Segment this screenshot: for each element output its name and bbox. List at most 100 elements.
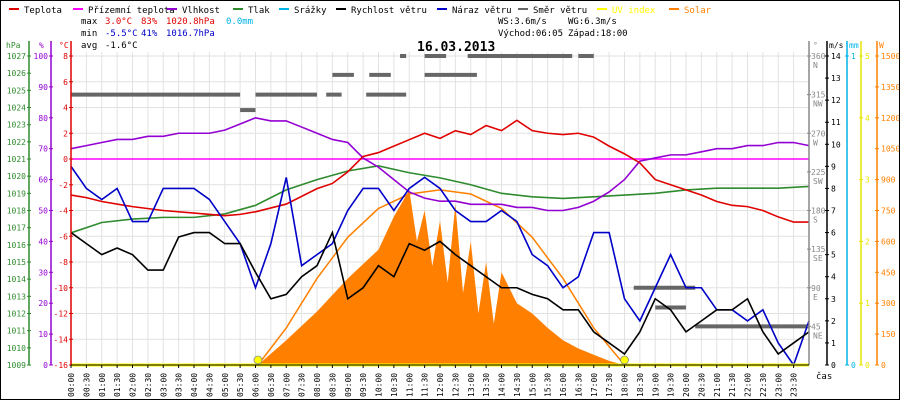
x-tick-label: 15:00 [528, 373, 537, 397]
solar-max-line [257, 189, 626, 366]
pressure-axis-tick-label: 1016 [7, 241, 26, 250]
wind-axis-tick-label: 7 [831, 207, 836, 216]
temperature-axis-tick-label: -4 [58, 207, 68, 216]
wind-direction-series [71, 54, 809, 329]
stats-max-label: max [81, 17, 98, 27]
solar-series [257, 189, 626, 366]
wind-axis-tick-label: 2 [831, 317, 836, 326]
legend-label: Náraz větru [452, 6, 512, 16]
wind-axis-tick-label: 9 [831, 162, 836, 171]
wind-axis-tick-label: 0 [831, 361, 836, 370]
humidity-axis-tick-label: 60 [38, 176, 48, 185]
direction-axis-dir-label: S [813, 216, 818, 225]
humidity-axis-tick-label: 10 [38, 330, 48, 339]
temperature-axis-unit: °C [59, 41, 69, 50]
temperature-axis-tick-label: 4 [63, 104, 68, 113]
rain-axis-tick-label: 0 [851, 361, 856, 370]
humidity-axis-tick-label: 40 [38, 237, 48, 246]
solar-axis-tick-label: 600 [881, 237, 896, 246]
direction-axis-unit: ° [813, 41, 818, 50]
humidity-axis-unit: % [39, 41, 44, 50]
x-tick-label: 02:30 [144, 373, 153, 397]
x-tick-label: 16:00 [559, 373, 568, 397]
x-tick-label: 09:00 [344, 373, 353, 397]
x-tick-label: 14:00 [498, 373, 507, 397]
x-tick-label: 09:30 [359, 373, 368, 397]
stats-block: max 3.0°C 83% 1020.8hPa 0.0mm min -5.5°C… [81, 17, 628, 51]
direction-axis-tick-label: 270 [811, 129, 826, 138]
x-tick-label: 05:00 [221, 373, 230, 397]
temperature-axis-tick-label: -6 [58, 232, 68, 241]
chart-title: 16.03.2013 [417, 40, 495, 55]
stats-sunset: Západ:18:00 [568, 29, 628, 39]
pressure-axis-tick-label: 1027 [7, 52, 26, 61]
solar-axis-tick-label: 450 [881, 268, 896, 277]
solar-axis-tick-label: 1350 [881, 83, 899, 92]
series-line-rychlost-v-tru [70, 230, 810, 356]
rain-axis-unit: mm [849, 41, 859, 50]
wind-direction-mark [655, 305, 686, 310]
x-tick-label: 21:00 [713, 373, 722, 397]
pressure-axis-tick-label: 1013 [7, 292, 26, 301]
humidity-axis-tick-label: 30 [38, 268, 48, 277]
temperature-axis-tick-label: -8 [58, 258, 68, 267]
x-tick-label: 23:30 [790, 373, 799, 397]
wind-axis-tick-label: 10 [831, 140, 841, 149]
x-tick-label: 23:00 [774, 373, 783, 397]
legend-label: Teplota [24, 6, 62, 16]
temperature-axis-tick-label: -14 [54, 335, 69, 344]
wind-direction-mark [255, 92, 317, 97]
x-tick-label: 13:00 [467, 373, 476, 397]
humidity-axis-tick-label: 0 [43, 361, 48, 370]
pressure-axis-tick-label: 1018 [7, 207, 26, 216]
legend-label: Směr větru [533, 6, 587, 16]
stats-max-rain: 0.0mm [226, 17, 253, 27]
pressure-axis-tick-label: 1020 [7, 172, 26, 181]
pressure-axis-tick-label: 1019 [7, 189, 26, 198]
solar-area [257, 189, 625, 365]
wind-axis-tick-label: 4 [831, 273, 836, 282]
wind-direction-mark [366, 92, 407, 97]
wind-axis-tick-label: 12 [831, 96, 841, 105]
wind-direction-mark [369, 72, 391, 77]
legend-swatch [9, 8, 19, 10]
uv-axis-tick-label: 4 [865, 114, 870, 123]
pressure-axis-tick-label: 1023 [7, 121, 26, 130]
wind-axis-tick-label: 14 [831, 52, 841, 61]
legend-swatch [336, 8, 346, 10]
temperature-axis-tick-label: 6 [63, 78, 68, 87]
legend-swatch [669, 8, 679, 10]
pressure-axis-tick-label: 1026 [7, 69, 26, 78]
stats-wg: WG:6.3m/s [568, 17, 617, 27]
pressure-axis-tick-label: 1011 [7, 327, 26, 336]
wind-direction-mark [578, 54, 594, 58]
direction-axis-tick-label: 360 [811, 52, 826, 61]
humidity-axis-tick-label: 90 [38, 83, 48, 92]
temperature-axis-tick-label: -12 [54, 310, 69, 319]
legend-label: Srážky [294, 6, 327, 16]
direction-axis-tick-label: 90 [811, 284, 821, 293]
rain-axis-tick-label: 1 [851, 52, 856, 61]
wind-axis-tick-label: 8 [831, 184, 836, 193]
x-tick-label: 07:00 [282, 373, 291, 397]
x-tick-label: 19:00 [651, 373, 660, 397]
stats-avg-label: avg [81, 41, 97, 51]
pressure-axis-tick-label: 1015 [7, 258, 26, 267]
uv-axis-tick-label: 2 [865, 237, 870, 246]
x-tick-label: 08:00 [313, 373, 322, 397]
x-tick-label: 22:00 [744, 373, 753, 397]
solar-axis-tick-label: 1200 [881, 114, 899, 123]
uv-axis-tick-label: 0 [865, 361, 870, 370]
solar-axis-tick-label: 300 [881, 299, 896, 308]
stats-avg-temp: -1.6°C [105, 41, 138, 51]
x-tick-label: 18:30 [636, 373, 645, 397]
stats-min-hum: 41% [141, 29, 158, 39]
legend-label: Vlhkost [182, 6, 220, 16]
x-tick-label: 11:00 [405, 373, 414, 397]
x-tick-label: 13:30 [482, 373, 491, 397]
legend-label: Přízemní teplota [88, 6, 175, 16]
temperature-axis-tick-label: -2 [58, 181, 68, 190]
x-tick-label: 21:30 [728, 373, 737, 397]
x-tick-label: 00:00 [67, 373, 76, 397]
